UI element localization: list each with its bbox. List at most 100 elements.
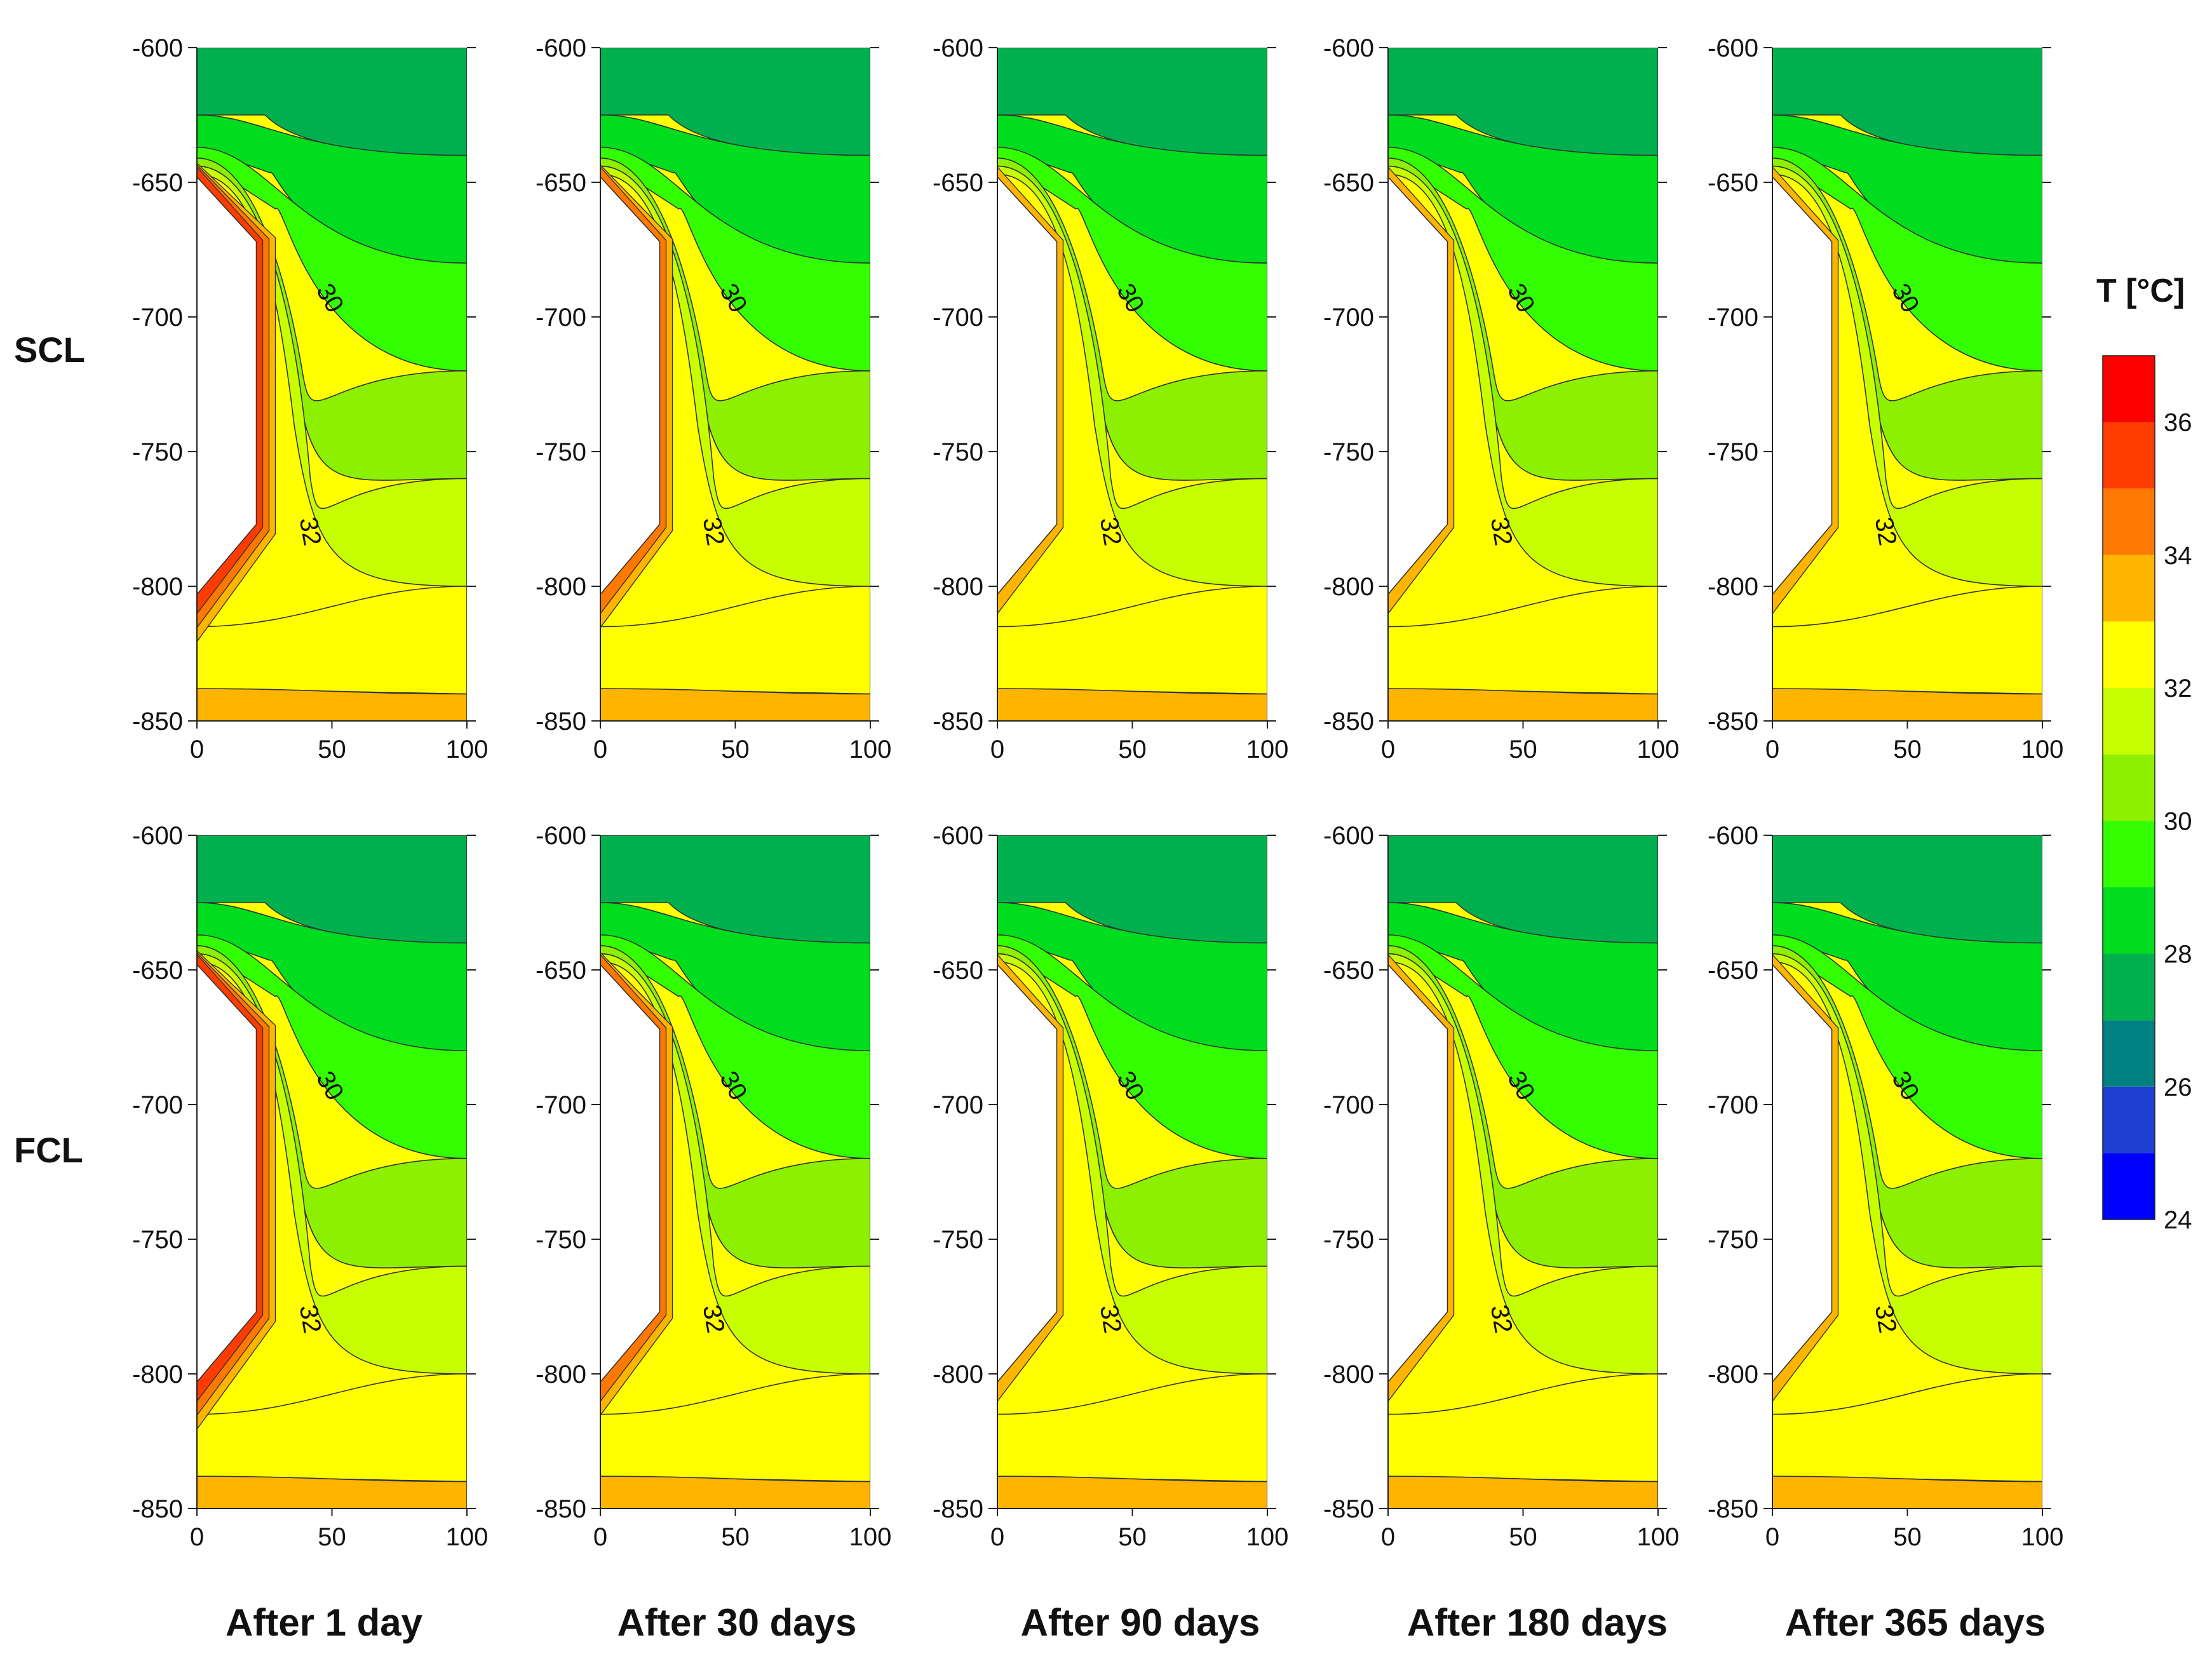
band-27-28 [600,48,870,156]
y-tick-label: -750 [132,438,183,466]
contour-field [1772,835,2042,1509]
band-33-34 [1772,688,2042,721]
y-tick-label: -600 [132,34,183,62]
band-31-32 [997,953,1267,1375]
band-32-33 [1388,1373,1658,1483]
y-tick-label: -850 [1323,708,1374,736]
y-tick-label: -700 [536,304,586,332]
band-32-33 [1388,586,1658,695]
column-title: After 30 days [617,1601,857,1644]
contour-label-32: 32 [698,1303,730,1335]
band-28-29 [997,902,1267,1052]
cavity [1772,964,1833,1383]
cavity [197,964,257,1383]
colorbar-swatch [2103,688,2155,755]
band-33-34 [1388,1476,1658,1509]
contour-label-32: 32 [1095,1303,1127,1335]
band-28-29 [600,114,870,264]
legend-tick-label: 24 [2164,1206,2192,1234]
row-label-fcl: FCL [14,1130,83,1170]
y-tick-label: -850 [132,1495,183,1523]
band-27-28 [1388,835,1658,944]
contour-label-32: 32 [1870,1303,1902,1335]
y-tick-label: -750 [1323,438,1374,466]
band-27-28 [1772,48,2042,156]
cavity [1772,176,1833,595]
band-28-29 [1772,114,2042,264]
contour-field [197,48,467,721]
band-31-32 [1388,953,1658,1375]
y-tick-label: -650 [536,957,586,985]
y-tick-label: -750 [933,1226,983,1254]
x-tick-label: 0 [1765,736,1779,763]
band-32-33 [997,586,1267,695]
y-tick-label: -750 [536,1226,586,1254]
colorbar-swatch [2103,1086,2155,1153]
contour-field [1772,48,2042,721]
x-tick-label: 0 [990,1523,1004,1551]
band-31-32 [997,165,1267,587]
band-32-33 [1772,1373,2042,1483]
band-31-32 [600,953,870,1375]
y-tick-label: -600 [933,822,983,850]
y-tick-label: -800 [132,1361,183,1388]
colorbar-swatch [2103,555,2155,622]
y-tick-label: -800 [933,1361,983,1388]
y-tick-label: -650 [132,169,183,197]
x-tick-label: 50 [1118,1523,1147,1551]
band-33-34 [197,1476,467,1509]
y-tick-label: -850 [536,708,586,736]
band-32-33 [600,586,870,695]
band-32-33 [197,586,467,695]
legend-tick-label: 34 [2164,542,2192,570]
band-32-33 [997,1373,1267,1483]
contour-field [997,835,1267,1509]
band-27-28 [997,48,1267,156]
band-33-34 [997,688,1267,721]
colorbar-legend: T [°C] 24 26 28 30 32 34 36 [2096,272,2192,1234]
y-tick-label: -800 [1708,1361,1758,1388]
x-tick-label: 50 [1893,736,1922,763]
band-28-29 [1388,114,1658,264]
band-31-32 [1388,165,1658,587]
contour-label-32: 32 [1095,515,1127,548]
x-tick-label: 50 [318,736,346,763]
x-tick-label: 0 [190,1523,204,1551]
legend-tick-label: 32 [2164,675,2192,703]
y-tick-label: -850 [1708,708,1758,736]
column-title: After 180 days [1407,1601,1668,1644]
legend-title: T [°C] [2096,272,2185,309]
x-tick-label: 0 [593,1523,607,1551]
band-28-29 [997,114,1267,264]
y-tick-label: -700 [933,304,983,332]
y-tick-label: -800 [1708,573,1758,601]
x-tick-label: 100 [446,736,489,763]
legend-tick-label: 28 [2164,941,2192,969]
colorbar-swatch [2103,754,2155,821]
y-tick-label: -650 [933,169,983,197]
x-tick-label: 0 [1381,1523,1395,1551]
band-31-32 [1772,165,2042,587]
contour-field [997,48,1267,721]
contour-label-32: 32 [1485,515,1518,548]
y-tick-label: -650 [933,957,983,985]
x-tick-label: 0 [1381,736,1395,763]
y-tick-label: -700 [1323,304,1374,332]
band-33-34 [600,1476,870,1509]
band-32-33 [197,1373,467,1483]
band-33-34 [197,688,467,721]
y-tick-label: -850 [933,1495,983,1523]
x-tick-label: 50 [1118,736,1147,763]
x-tick-label: 50 [1509,736,1537,763]
legend-tick-label: 30 [2164,807,2192,835]
column-titles: After 1 day After 30 days After 90 days Aft… [226,1601,2046,1644]
colorbar-swatch [2103,821,2155,887]
y-tick-label: -600 [1708,34,1758,62]
band-27-28 [1772,835,2042,944]
